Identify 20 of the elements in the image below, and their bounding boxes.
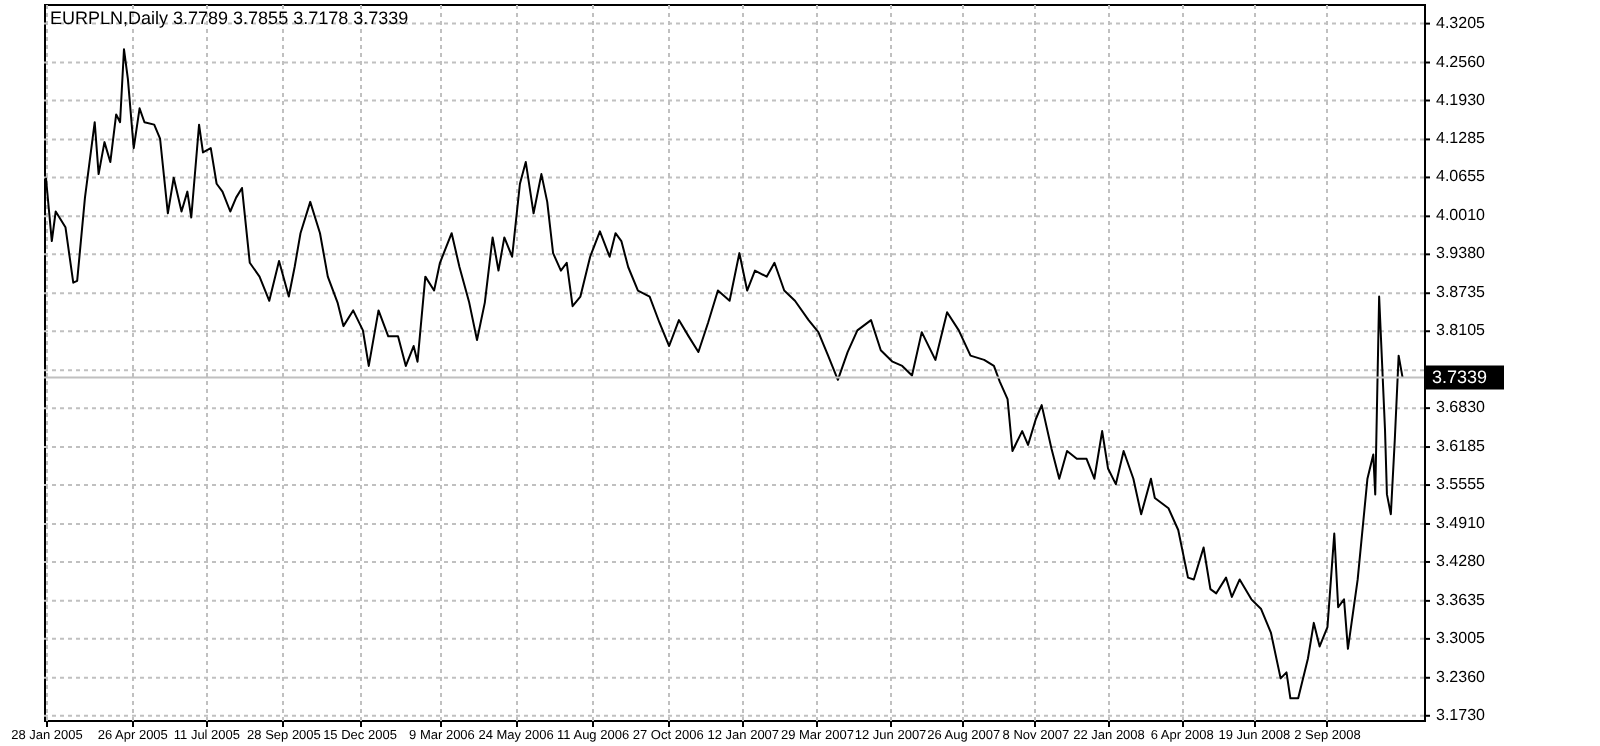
- chart-title: EURPLN,Daily 3.7789 3.7855 3.7178 3.7339: [50, 8, 409, 28]
- y-tick-label: 3.8735: [1436, 283, 1487, 302]
- y-tick-label: 3.9380: [1436, 244, 1487, 263]
- y-tick-label: 4.1930: [1436, 90, 1487, 109]
- y-tick-label: 3.3005: [1436, 628, 1487, 647]
- y-tick-label: 3.8105: [1436, 321, 1487, 340]
- ref-line-label: 3.7339: [1432, 367, 1488, 388]
- y-tick-label: 4.3205: [1436, 13, 1487, 32]
- y-tick-label: 3.6830: [1436, 398, 1487, 417]
- y-tick-label: 3.3635: [1436, 590, 1487, 609]
- y-tick-label: 4.2560: [1436, 52, 1487, 71]
- y-tick-label: 4.1285: [1436, 129, 1487, 148]
- y-tick-label: 3.4280: [1436, 551, 1487, 570]
- y-tick-label: 4.0010: [1436, 206, 1487, 225]
- y-tick-label: 3.2360: [1436, 667, 1487, 686]
- y-tick-label: 4.0655: [1436, 167, 1487, 186]
- y-tick-label: 3.1730: [1436, 705, 1487, 724]
- y-tick-label: 3.5555: [1436, 475, 1487, 494]
- y-tick-label: 3.4910: [1436, 513, 1487, 532]
- y-tick-label: 3.6185: [1436, 437, 1487, 456]
